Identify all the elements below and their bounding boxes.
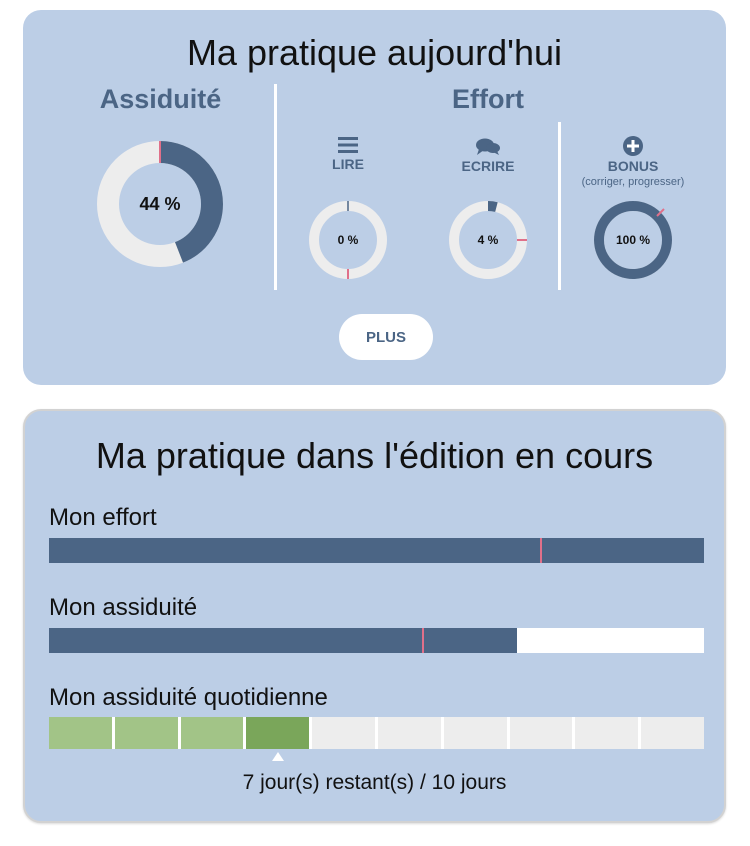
days-remaining-text: 7 jour(s) restant(s) / 10 jours xyxy=(242,771,507,794)
divider-left xyxy=(274,84,277,290)
lire-ring: 0 % xyxy=(308,200,388,280)
day-cell xyxy=(377,717,441,749)
bonus-ring-marker xyxy=(656,208,665,217)
day-cell xyxy=(641,717,704,749)
ecrire-ring: 4 % xyxy=(448,200,528,280)
day-cell xyxy=(509,717,573,749)
today-practice-card: Ma pratique aujourd'hui Assiduité 44 % E… xyxy=(23,10,726,385)
effort-bar-marker xyxy=(540,538,543,563)
effort-bar xyxy=(49,538,704,563)
divider-right xyxy=(558,122,561,290)
current-day-indicator xyxy=(271,752,284,761)
bonus-ring-fill xyxy=(594,201,672,279)
assiduite-bar-fill xyxy=(49,628,518,653)
effort-ecrire-label: ECRIRE xyxy=(461,158,515,174)
effort-bar-fill xyxy=(49,538,704,563)
plus-circle-icon xyxy=(623,136,643,156)
chat-icon xyxy=(476,138,500,155)
today-title: Ma pratique aujourd'hui xyxy=(186,32,563,73)
edition-title: Ma pratique dans l'édition en cours xyxy=(95,435,654,476)
effort-lire: LIRE xyxy=(306,136,390,172)
bonus-ring: 100 % xyxy=(593,200,673,280)
day-cell xyxy=(246,717,310,749)
list-icon xyxy=(338,137,358,153)
assiduite-ring-value: 44 % xyxy=(139,193,181,214)
ecrire-ring-fill xyxy=(449,201,527,279)
quotidienne-label: Mon assiduité quotidienne xyxy=(49,684,328,711)
edition-practice-card: Ma pratique dans l'édition en cours Mon … xyxy=(23,409,726,823)
assiduite-bar-label: Mon assiduité xyxy=(49,594,198,621)
effort-lire-label: LIRE xyxy=(332,156,364,172)
ecrire-ring-value: 4 % xyxy=(477,233,499,247)
day-cell xyxy=(312,717,375,749)
assiduite-ring: 44 % xyxy=(96,140,224,268)
effort-bonus-label: BONUS xyxy=(607,158,659,174)
day-cell xyxy=(180,717,244,749)
lire-ring-value: 0 % xyxy=(337,233,359,247)
day-cell xyxy=(49,717,112,749)
day-cell xyxy=(443,717,507,749)
day-cell xyxy=(575,717,639,749)
effort-bonus-sub: (corriger, progresser) xyxy=(581,176,685,188)
effort-bonus: BONUS (corriger, progresser) xyxy=(571,136,695,188)
effort-bar-label: Mon effort xyxy=(49,504,157,531)
bonus-ring-value: 100 % xyxy=(615,233,651,247)
effort-title: Effort xyxy=(452,84,524,114)
assiduite-title: Assiduité xyxy=(99,84,222,114)
daily-attendance-row xyxy=(49,717,704,749)
day-cell xyxy=(114,717,178,749)
effort-ecrire: ECRIRE xyxy=(445,138,531,174)
plus-button[interactable]: PLUS xyxy=(339,314,433,360)
assiduite-bar xyxy=(49,628,704,653)
assiduite-bar-marker xyxy=(422,628,425,653)
